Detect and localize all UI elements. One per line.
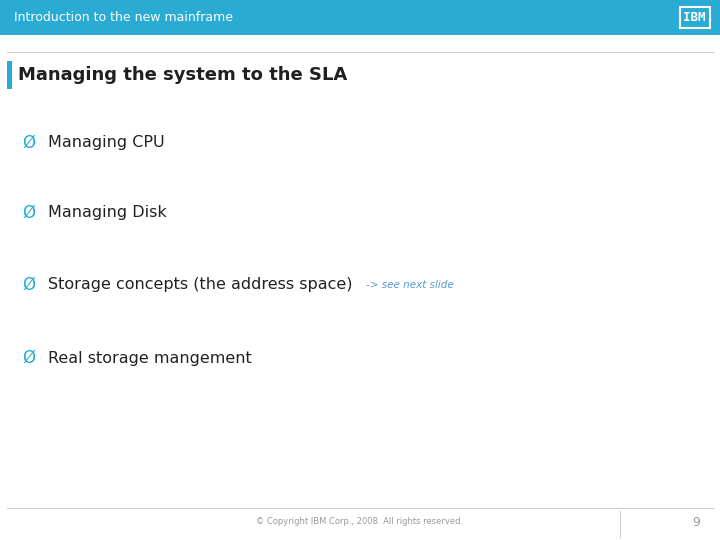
Text: IBM: IBM: [683, 11, 706, 24]
Text: © Copyright IBM Corp., 2008. All rights reserved.: © Copyright IBM Corp., 2008. All rights …: [256, 517, 464, 526]
Text: 9: 9: [692, 516, 700, 529]
Text: -> see next slide: -> see next slide: [366, 280, 454, 290]
Text: Managing the system to the SLA: Managing the system to the SLA: [18, 66, 347, 84]
Text: Ø: Ø: [22, 349, 35, 367]
Bar: [0, 0, 720, 35]
Text: Managing Disk: Managing Disk: [48, 206, 167, 220]
Bar: [7, 61, 12, 89]
Text: Storage concepts (the address space): Storage concepts (the address space): [48, 278, 353, 293]
Text: Ø: Ø: [22, 134, 35, 152]
Text: Managing CPU: Managing CPU: [48, 136, 165, 151]
Text: Introduction to the new mainframe: Introduction to the new mainframe: [14, 11, 233, 24]
Text: Ø: Ø: [22, 204, 35, 222]
Text: Ø: Ø: [22, 276, 35, 294]
Text: Real storage mangement: Real storage mangement: [48, 350, 252, 366]
